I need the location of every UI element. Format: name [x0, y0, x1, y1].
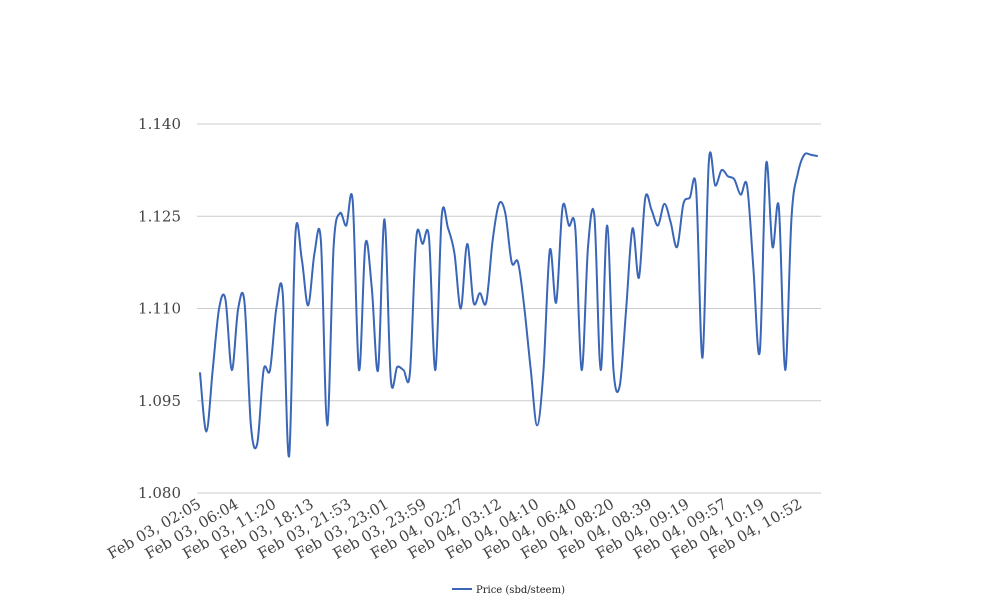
legend-label-price: Price (sbd/steem)	[476, 585, 565, 596]
y-tick-label: 1.095	[138, 392, 181, 410]
y-tick-label: 1.140	[138, 115, 181, 133]
y-axis-tick-labels: 1.140 1.125 1.110 1.095 1.080	[138, 115, 181, 502]
legend: Price (sbd/steem)	[452, 585, 565, 596]
y-tick-label: 1.110	[138, 300, 181, 318]
y-tick-label: 1.125	[138, 207, 181, 225]
series-line-price	[199, 151, 818, 458]
y-tick-label: 1.080	[138, 484, 181, 502]
gridlines	[197, 123, 821, 494]
